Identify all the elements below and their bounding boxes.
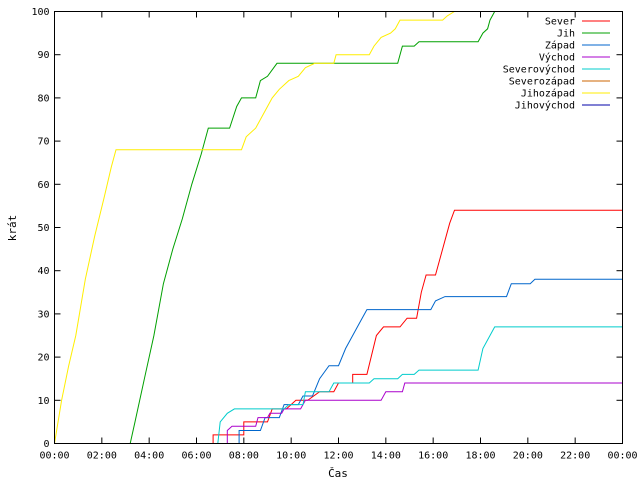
series-line <box>238 278 623 444</box>
legend: SeverJihZápadVýchodSeverovýchodSeverozáp… <box>503 17 610 112</box>
legend-label: Severovýchod <box>503 64 575 76</box>
y-tick-label: 30 <box>37 309 49 320</box>
x-axis: 00:00 02:00 04:00 06:00 08:00 10:00 12:00 14:00… <box>39 11 638 462</box>
legend-label: Západ <box>545 40 575 52</box>
x-tick-label: 16:00 <box>418 451 448 462</box>
series-layer <box>54 11 623 444</box>
y-tick-label: 90 <box>37 50 49 61</box>
x-axis-title: Čas <box>328 467 348 480</box>
x-tick-label: 04:00 <box>134 451 164 462</box>
legend-label: Jihovýchod <box>515 100 575 112</box>
x-tick-label: 20:00 <box>513 451 543 462</box>
x-tick-label: 02:00 <box>87 451 117 462</box>
x-tick-label: 06:00 <box>181 451 211 462</box>
y-axis: 0 10 20 30 40 50 60 70 80 90 100 <box>31 7 623 450</box>
legend-label: Severozápad <box>509 76 575 88</box>
series-line <box>54 11 623 444</box>
y-tick-label: 50 <box>37 223 49 234</box>
y-tick-label: 40 <box>37 266 49 277</box>
legend-label: Jih <box>557 29 575 40</box>
y-tick-label: 80 <box>37 93 49 104</box>
y-tick-label: 10 <box>37 396 49 407</box>
x-tick-label: 00:00 <box>607 451 637 462</box>
x-tick-label: 10:00 <box>276 451 306 462</box>
y-tick-label: 60 <box>37 180 49 191</box>
x-tick-label: 22:00 <box>560 451 590 462</box>
y-tick-label: 70 <box>37 137 49 148</box>
legend-label: Východ <box>539 52 575 64</box>
legend-label: Sever <box>545 17 575 28</box>
legend-label: Jihozápad <box>521 88 575 100</box>
y-axis-title: krát <box>6 215 19 242</box>
x-tick-label: 08:00 <box>229 451 259 462</box>
series-line <box>129 11 623 444</box>
x-tick-label: 12:00 <box>323 451 353 462</box>
x-tick-label: 18:00 <box>465 451 495 462</box>
y-tick-label: 100 <box>31 7 49 18</box>
x-tick-label: 14:00 <box>371 451 401 462</box>
series-line <box>226 382 623 444</box>
y-tick-label: 20 <box>37 353 49 364</box>
y-tick-label: 0 <box>43 439 49 450</box>
x-tick-label: 00:00 <box>39 451 69 462</box>
series-line <box>217 326 623 444</box>
